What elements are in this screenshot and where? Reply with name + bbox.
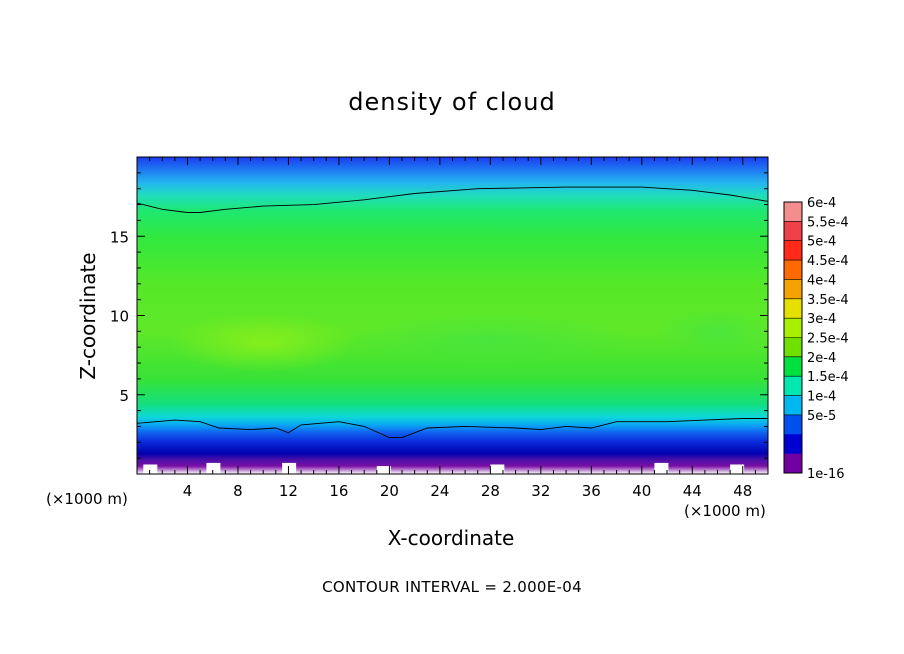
colorbar-label: 5e-5	[807, 409, 836, 424]
x-tick-label: 20	[380, 482, 399, 500]
colorbar-label: 2.5e-4	[807, 332, 849, 347]
colorbar-label: 3e-4	[807, 312, 836, 327]
field-gap	[730, 464, 745, 474]
colorbar-cell	[784, 453, 802, 474]
x-tick-label: 16	[329, 482, 348, 500]
field-gap	[206, 462, 221, 474]
density-field	[137, 157, 768, 474]
colorbar-cell	[784, 221, 802, 242]
y-axis-label: Z-coordinate	[76, 252, 100, 380]
field-gap	[282, 462, 297, 474]
x-tick-label: 44	[683, 482, 702, 500]
colorbar-cell	[784, 414, 802, 435]
colorbar-label: 5e-4	[807, 235, 836, 250]
field-gap	[143, 464, 158, 474]
x-tick-label: 40	[632, 482, 651, 500]
colorbar-cell	[784, 434, 802, 455]
colorbar-cell	[784, 356, 802, 377]
colorbar-label: 4.5e-4	[807, 254, 849, 269]
colorbar: 6e-4 5.5e-4 5e-4 4.5e-4 4e-4 3.5e-4 3e-4 2.5e-4…	[783, 196, 849, 482]
field-gap	[376, 466, 391, 474]
x-tick-label: 8	[233, 482, 243, 500]
chart-title: density of cloud	[348, 88, 556, 116]
density-maximum-patch	[168, 312, 359, 373]
contour-line	[137, 186, 768, 213]
colorbar-cell	[784, 202, 802, 222]
colorbar-label: 3.5e-4	[807, 293, 849, 308]
x-tick-label: 28	[481, 482, 500, 500]
colorbar-label: 5.5e-4	[807, 215, 849, 230]
colorbar-cell	[784, 279, 802, 300]
x-unit-label-left: (×1000 m)	[46, 490, 128, 508]
colorbar-cell	[784, 260, 802, 280]
colorbar-cell	[784, 376, 802, 397]
colorbar-cell	[784, 298, 802, 319]
colorbar-label: 1e-4	[807, 390, 836, 405]
colorbar-label: 1e-16	[807, 467, 845, 482]
field-gap	[654, 462, 669, 474]
colorbar-cell	[784, 337, 802, 358]
y-tick-label: 10	[110, 308, 129, 326]
x-tick-label: 4	[183, 482, 193, 500]
x-tick-label: 12	[279, 482, 298, 500]
colorbar-label: 6e-4	[807, 196, 836, 211]
x-tick-label: 32	[531, 482, 550, 500]
colorbar-cell	[784, 240, 802, 261]
x-unit-label-right: (×1000 m)	[684, 502, 766, 520]
colorbar-label: 4e-4	[807, 273, 836, 288]
colorbar-label: 1.5e-4	[807, 370, 849, 385]
y-tick-label: 15	[110, 228, 129, 246]
field-gap	[490, 464, 505, 474]
x-tick-label: 24	[430, 482, 449, 500]
colorbar-label: 2e-4	[807, 351, 836, 366]
density-patch	[657, 309, 768, 354]
density-patch	[350, 313, 631, 366]
contour-interval-note: CONTOUR INTERVAL = 2.000E-04	[322, 578, 582, 596]
colorbar-cell	[784, 318, 802, 338]
x-axis-label: X-coordinate	[387, 526, 515, 550]
contour-line	[137, 418, 768, 438]
contour-lines	[137, 186, 768, 438]
y-tick-label: 5	[119, 387, 129, 405]
x-tick-label: 36	[582, 482, 601, 500]
colorbar-cell	[784, 395, 802, 416]
x-tick-label: 48	[733, 482, 752, 500]
